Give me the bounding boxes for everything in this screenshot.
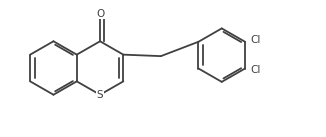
Text: Cl: Cl	[250, 65, 260, 75]
Text: Cl: Cl	[250, 35, 260, 45]
Text: O: O	[96, 9, 104, 19]
Text: S: S	[97, 90, 103, 100]
